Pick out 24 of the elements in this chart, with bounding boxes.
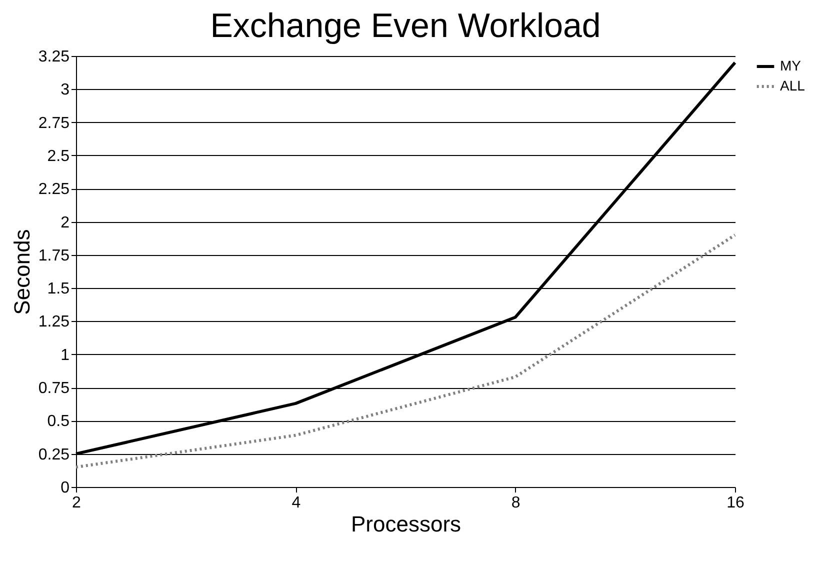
y-tick-label: 1.25 bbox=[38, 314, 70, 331]
x-tick-label: 8 bbox=[511, 494, 520, 512]
line-series bbox=[74, 234, 736, 469]
x-tick-label: 4 bbox=[292, 494, 301, 512]
y-tick-label: 1.5 bbox=[47, 280, 70, 298]
y-tick-label: 0.25 bbox=[38, 446, 70, 464]
x-tick-label: 2 bbox=[72, 494, 82, 512]
y-tick-label: 3 bbox=[60, 82, 70, 99]
x-tick-label: 16 bbox=[726, 494, 744, 512]
y-tick-label: 0.75 bbox=[38, 380, 70, 398]
y-axis-title: Seconds bbox=[9, 229, 34, 315]
y-tick-label: 2.25 bbox=[38, 181, 70, 198]
y-tick-label: 1 bbox=[60, 346, 70, 364]
y-tick-label: 3.25 bbox=[38, 48, 70, 66]
y-tick-label: 0 bbox=[60, 480, 70, 496]
y-tick-label: 1.75 bbox=[38, 247, 70, 264]
x-axis-title: Processors bbox=[350, 512, 462, 536]
y-tick-label: 2 bbox=[60, 214, 70, 232]
legend-label: MY bbox=[780, 58, 802, 74]
chart-title: Exchange Even Workload bbox=[210, 7, 601, 45]
y-tick-label: 2.75 bbox=[38, 114, 70, 132]
legend-label: ALL bbox=[780, 78, 806, 94]
y-tick-label: 2.5 bbox=[47, 148, 70, 165]
y-tick-label: 0.5 bbox=[47, 413, 70, 430]
